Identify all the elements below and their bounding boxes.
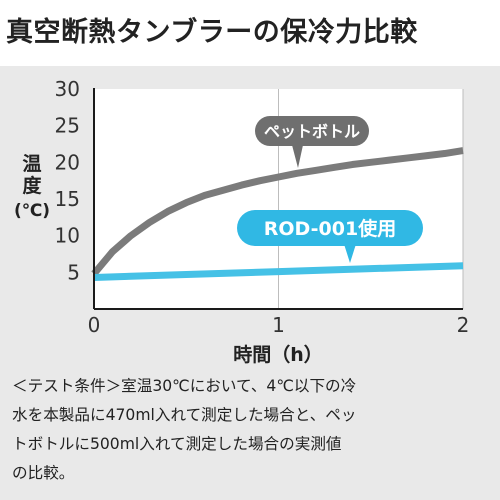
y-tick-label-15: 15 bbox=[55, 187, 80, 211]
y-axis-title-part-1: 温 bbox=[22, 153, 41, 175]
x-axis-title: 時間（h） bbox=[233, 343, 323, 366]
series-label-1: ペットボトル bbox=[255, 116, 369, 168]
x-tick-label-1: 1 bbox=[272, 313, 285, 337]
series-label-pointer-2 bbox=[344, 244, 356, 263]
x-tick-label-0: 0 bbox=[88, 313, 101, 337]
note-line-4: の比較。 bbox=[12, 464, 75, 482]
x-tick-label-2: 2 bbox=[457, 313, 470, 337]
series-label-text-2: ROD-001使用 bbox=[264, 218, 396, 240]
y-axis-title-part-2: 度 bbox=[22, 174, 42, 197]
y-tick-label-30: 30 bbox=[55, 77, 80, 101]
note-line-1: ＜テスト条件＞室温30℃において、4℃以下の冷 bbox=[12, 377, 357, 395]
series-line-1 bbox=[91, 147, 464, 277]
series-label-bubble-2 bbox=[237, 210, 423, 246]
series-label-text-1: ペットボトル bbox=[264, 122, 360, 141]
series-label-pointer-1 bbox=[292, 145, 303, 168]
y-tick-label-5: 5 bbox=[67, 260, 80, 284]
test-conditions-note: ＜テスト条件＞室温30℃において、4℃以下の冷 水を本製品に470ml入れて測定… bbox=[12, 372, 492, 488]
series-label-bubble-1 bbox=[255, 116, 369, 146]
series-label-2: ROD-001使用 bbox=[237, 210, 423, 263]
y-tick-label-10: 10 bbox=[55, 224, 80, 248]
note-line-3: トボトルに500ml入れて測定した場合の実測値 bbox=[12, 435, 342, 453]
y-tick-label-20: 20 bbox=[55, 150, 80, 174]
y-tick-label-25: 25 bbox=[55, 114, 80, 138]
y-axis-title-part-3: (℃) bbox=[14, 201, 50, 221]
chart-title: 真空断熱タンブラーの保冷力比較 bbox=[6, 17, 418, 48]
series-line-2 bbox=[93, 262, 464, 281]
note-line-2: 水を本製品に470ml入れて測定した場合と、ペッ bbox=[12, 406, 357, 424]
